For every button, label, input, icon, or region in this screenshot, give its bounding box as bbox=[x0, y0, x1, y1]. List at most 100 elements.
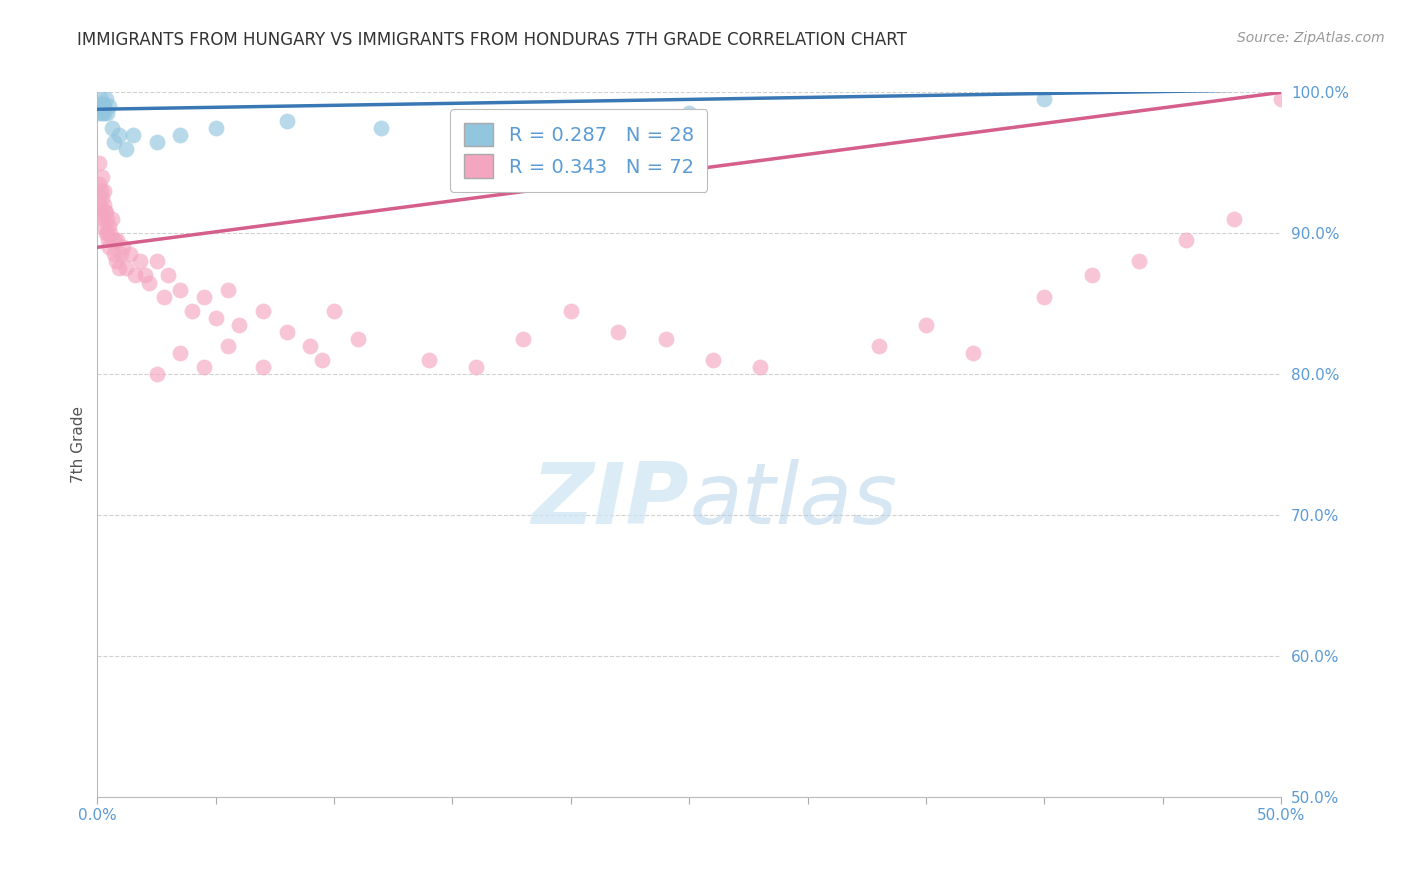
Point bbox=[512, 332, 534, 346]
Point bbox=[607, 325, 630, 339]
Point bbox=[98, 99, 121, 113]
Point bbox=[96, 212, 118, 227]
Point bbox=[418, 353, 440, 368]
Point bbox=[94, 92, 117, 106]
Point bbox=[103, 135, 125, 149]
Point bbox=[91, 219, 114, 234]
Point bbox=[145, 367, 167, 381]
Point bbox=[121, 128, 143, 142]
Point bbox=[276, 113, 298, 128]
Point bbox=[129, 254, 152, 268]
Point bbox=[90, 99, 112, 113]
Point bbox=[114, 142, 136, 156]
Point bbox=[107, 233, 129, 247]
Point bbox=[702, 353, 724, 368]
Point bbox=[89, 177, 111, 191]
Point bbox=[157, 268, 180, 283]
Point bbox=[323, 303, 346, 318]
Point bbox=[145, 254, 167, 268]
Point bbox=[868, 339, 890, 353]
Text: ZIP: ZIP bbox=[531, 459, 689, 542]
Text: Source: ZipAtlas.com: Source: ZipAtlas.com bbox=[1237, 31, 1385, 45]
Point bbox=[962, 346, 984, 360]
Point bbox=[93, 198, 115, 212]
Point bbox=[204, 120, 226, 135]
Point bbox=[346, 332, 368, 346]
Point bbox=[90, 169, 112, 184]
Point bbox=[217, 283, 239, 297]
Point bbox=[654, 332, 676, 346]
Point bbox=[193, 359, 215, 374]
Point bbox=[107, 128, 129, 142]
Point bbox=[96, 106, 118, 120]
Point bbox=[90, 92, 112, 106]
Point bbox=[370, 120, 392, 135]
Point bbox=[101, 233, 124, 247]
Point bbox=[1080, 268, 1102, 283]
Point bbox=[93, 106, 115, 120]
Point bbox=[134, 268, 156, 283]
Point bbox=[560, 303, 582, 318]
Point bbox=[91, 102, 114, 116]
Point bbox=[512, 120, 534, 135]
Y-axis label: 7th Grade: 7th Grade bbox=[72, 406, 86, 483]
Point bbox=[96, 205, 118, 219]
Point bbox=[89, 99, 111, 113]
Point bbox=[678, 106, 700, 120]
Point bbox=[97, 219, 120, 234]
Point bbox=[96, 226, 118, 240]
Point bbox=[94, 205, 117, 219]
Point bbox=[228, 318, 250, 332]
Point bbox=[1270, 92, 1292, 106]
Point bbox=[93, 99, 115, 113]
Point bbox=[107, 261, 129, 276]
Text: atlas: atlas bbox=[689, 459, 897, 542]
Point bbox=[152, 290, 174, 304]
Point bbox=[1033, 290, 1056, 304]
Point bbox=[138, 276, 160, 290]
Point bbox=[97, 233, 120, 247]
Point bbox=[89, 102, 111, 116]
Point bbox=[110, 247, 132, 261]
Point bbox=[204, 310, 226, 325]
Point bbox=[749, 359, 772, 374]
Point bbox=[169, 283, 191, 297]
Point bbox=[311, 353, 333, 368]
Point bbox=[1033, 92, 1056, 106]
Point bbox=[98, 240, 121, 254]
Point bbox=[103, 247, 125, 261]
Point bbox=[1175, 233, 1198, 247]
Point bbox=[87, 106, 110, 120]
Point bbox=[91, 99, 114, 113]
Point bbox=[89, 205, 111, 219]
Point bbox=[114, 261, 136, 276]
Point bbox=[299, 339, 322, 353]
Text: IMMIGRANTS FROM HUNGARY VS IMMIGRANTS FROM HONDURAS 7TH GRADE CORRELATION CHART: IMMIGRANTS FROM HUNGARY VS IMMIGRANTS FR… bbox=[77, 31, 907, 49]
Point bbox=[89, 198, 111, 212]
Point bbox=[124, 268, 146, 283]
Point bbox=[465, 359, 488, 374]
Point bbox=[1128, 254, 1150, 268]
Point bbox=[91, 191, 114, 205]
Point bbox=[181, 303, 204, 318]
Point bbox=[193, 290, 215, 304]
Point bbox=[1222, 212, 1244, 227]
Point bbox=[93, 184, 115, 198]
Point bbox=[104, 233, 127, 247]
Point bbox=[90, 106, 112, 120]
Point bbox=[120, 247, 142, 261]
Point bbox=[169, 346, 191, 360]
Point bbox=[145, 135, 167, 149]
Point bbox=[90, 184, 112, 198]
Point bbox=[91, 96, 114, 111]
Point bbox=[89, 96, 111, 111]
Legend: R = 0.287   N = 28, R = 0.343   N = 72: R = 0.287 N = 28, R = 0.343 N = 72 bbox=[450, 109, 707, 192]
Point bbox=[217, 339, 239, 353]
Point bbox=[252, 359, 274, 374]
Point bbox=[252, 303, 274, 318]
Point bbox=[100, 120, 122, 135]
Point bbox=[169, 128, 191, 142]
Point bbox=[87, 156, 110, 170]
Point bbox=[91, 212, 114, 227]
Point bbox=[915, 318, 938, 332]
